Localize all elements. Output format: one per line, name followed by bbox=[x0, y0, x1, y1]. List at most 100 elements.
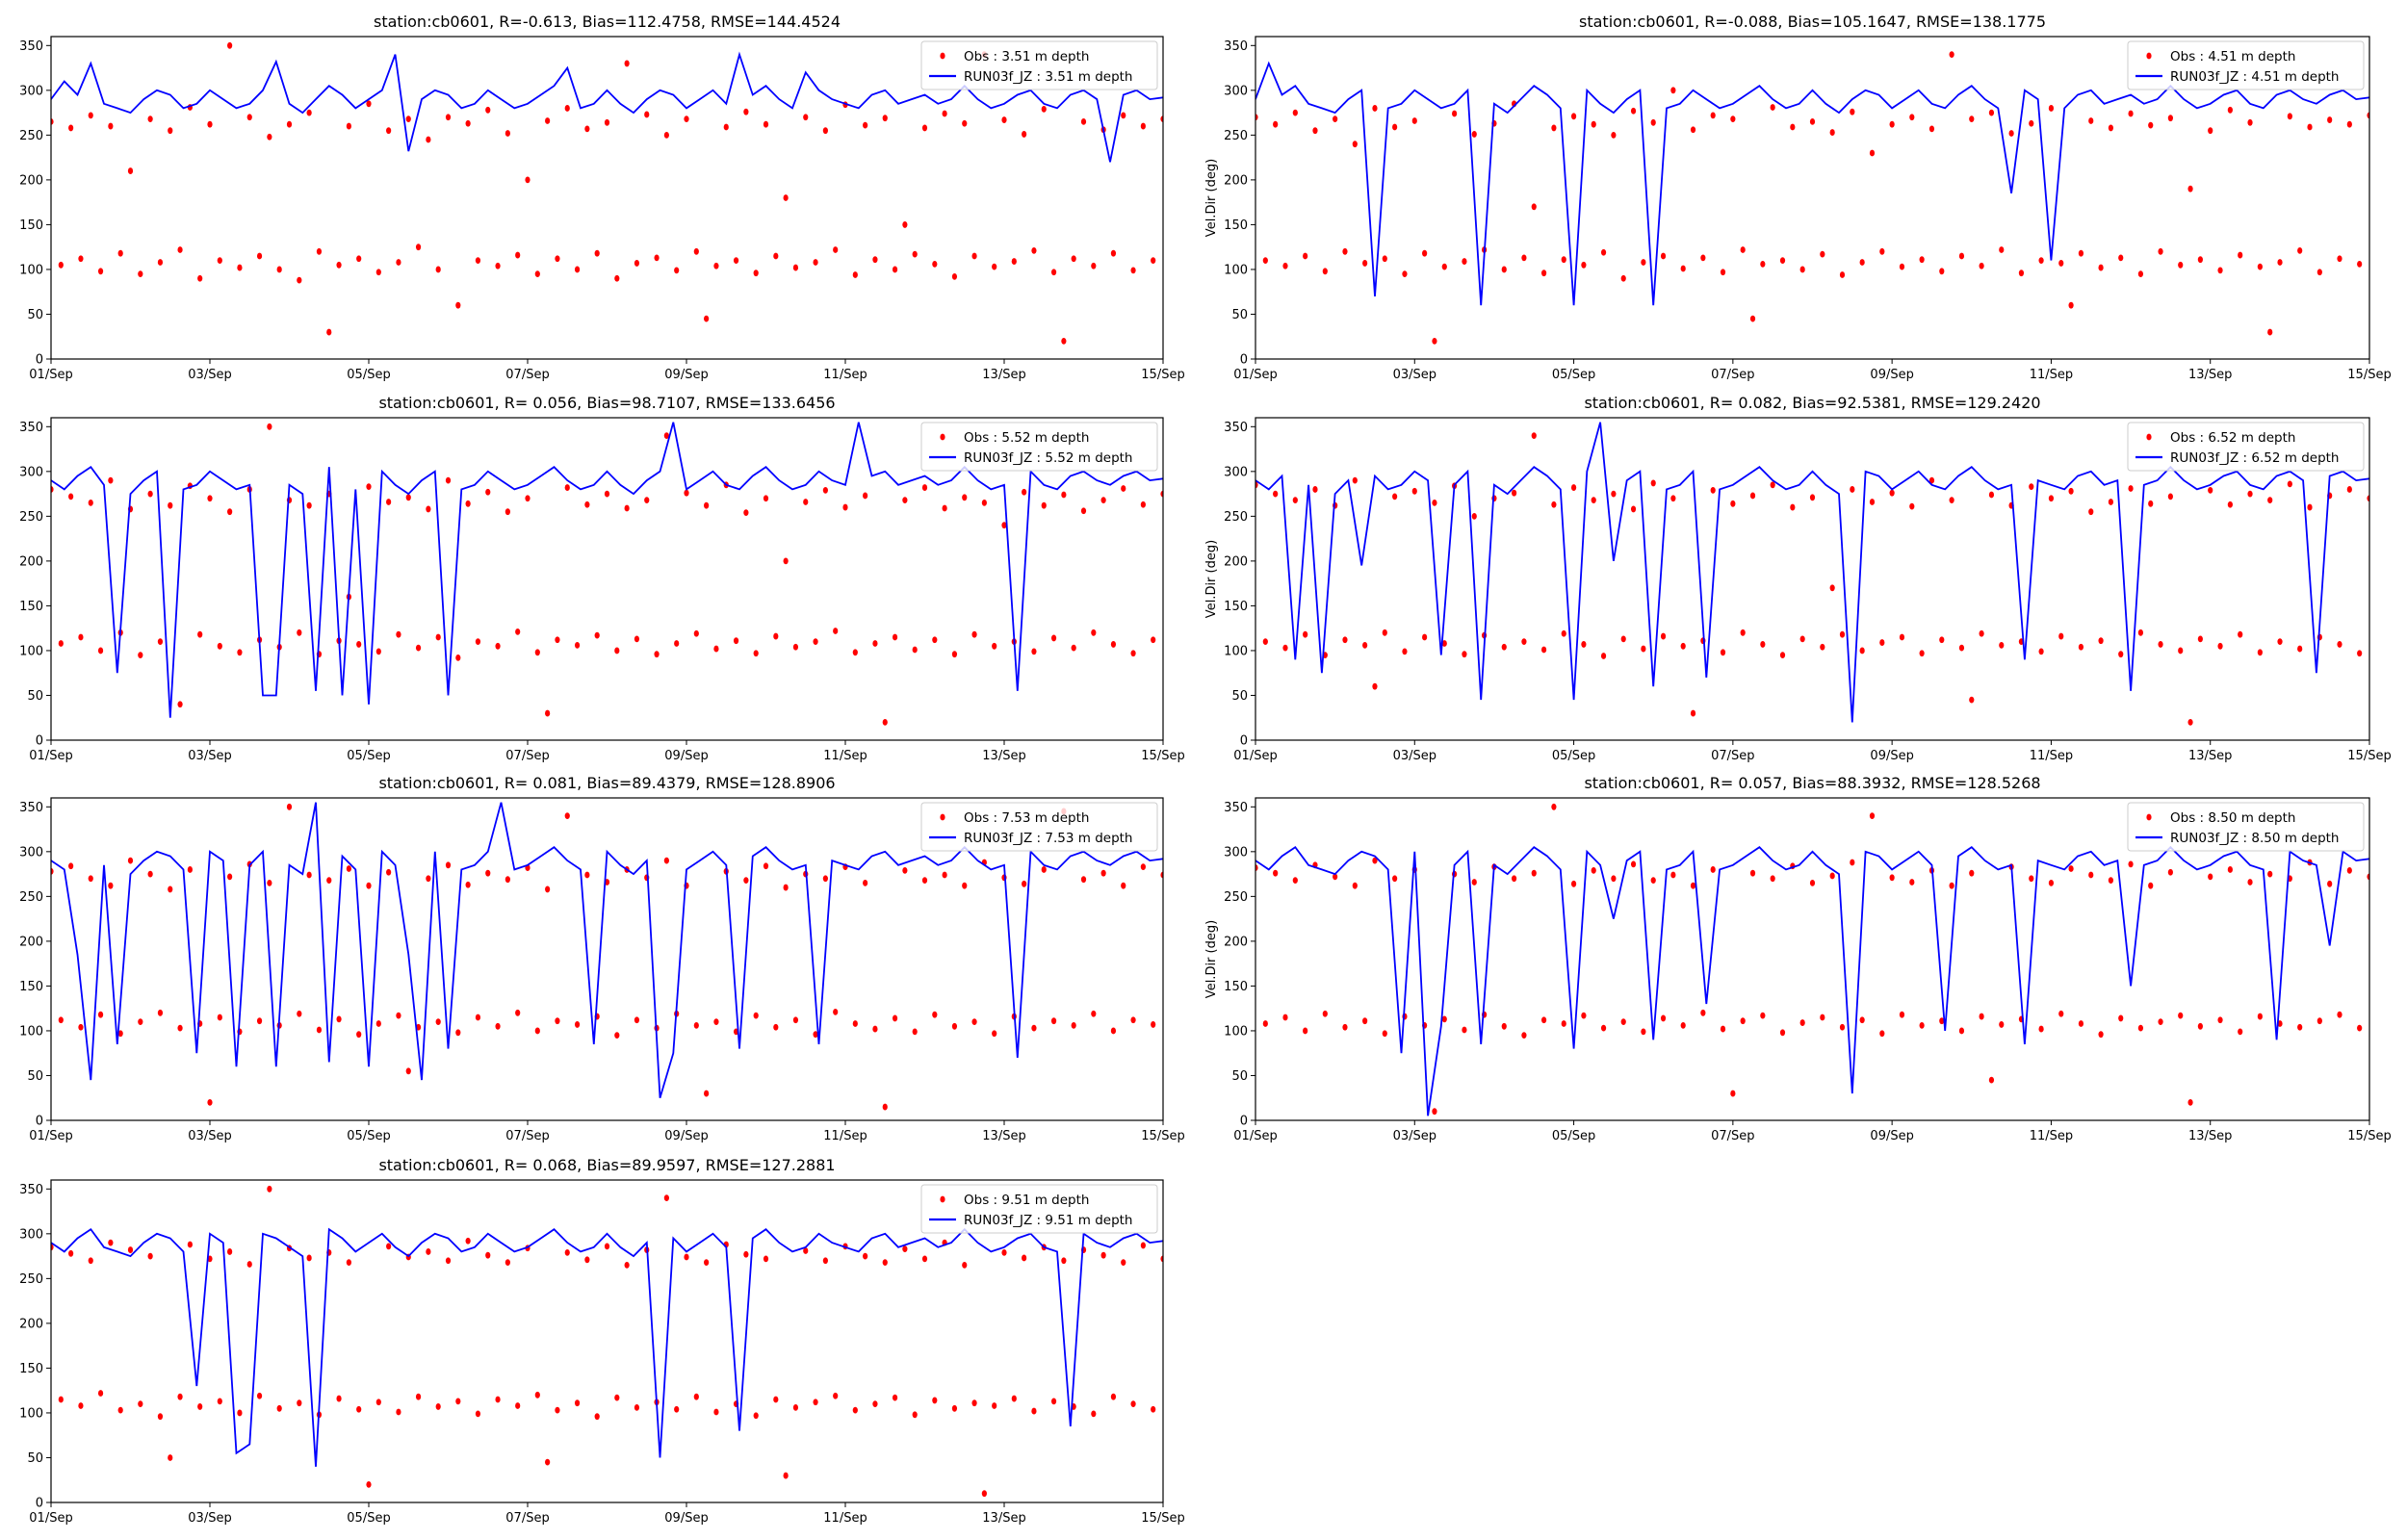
obs-point bbox=[1432, 500, 1437, 506]
y-tick-label: 300 bbox=[19, 845, 43, 860]
obs-point bbox=[1720, 1025, 1726, 1033]
x-tick-label: 15/Sep bbox=[2347, 368, 2391, 382]
obs-point bbox=[127, 1246, 134, 1253]
y-tick-label: 250 bbox=[19, 129, 43, 143]
obs-point bbox=[892, 1394, 898, 1401]
axes-frame bbox=[1255, 797, 2370, 1121]
x-tick-label: 15/Sep bbox=[1141, 1129, 1184, 1143]
obs-point bbox=[2197, 256, 2203, 264]
obs-point bbox=[1061, 491, 1067, 499]
obs-point bbox=[187, 866, 193, 873]
y-tick-label: 200 bbox=[1224, 173, 1248, 188]
obs-point bbox=[1521, 254, 1527, 262]
obs-point bbox=[177, 1024, 183, 1032]
y-tick-label: 50 bbox=[27, 689, 43, 704]
legend-obs-marker bbox=[2146, 52, 2152, 60]
obs-point bbox=[1031, 1024, 1037, 1032]
model-line bbox=[1255, 61, 2369, 306]
x-tick-label: 09/Sep bbox=[1870, 749, 1913, 763]
obs-point bbox=[396, 259, 401, 266]
obs-point bbox=[375, 648, 381, 655]
obs-point bbox=[1999, 1021, 2005, 1028]
obs-point bbox=[1312, 486, 1318, 493]
obs-point bbox=[1779, 652, 1786, 658]
obs-point bbox=[803, 1247, 809, 1254]
y-tick-label: 350 bbox=[1224, 421, 1248, 435]
legend-box bbox=[2127, 802, 2365, 852]
obs-point bbox=[763, 495, 769, 502]
obs-point bbox=[773, 252, 779, 260]
obs-point bbox=[465, 881, 471, 888]
obs-point bbox=[1730, 116, 1736, 123]
obs-point bbox=[564, 812, 570, 820]
obs-point bbox=[1850, 486, 1855, 493]
obs-point bbox=[1392, 875, 1398, 883]
obs-point bbox=[2078, 249, 2084, 257]
legend-obs-label: Obs : 4.51 m depth bbox=[2170, 49, 2295, 64]
obs-point bbox=[515, 629, 521, 635]
obs-point bbox=[2307, 503, 2313, 511]
x-tick-label: 05/Sep bbox=[347, 368, 390, 382]
obs-point bbox=[346, 865, 351, 872]
x-tick-label: 07/Sep bbox=[1711, 1129, 1754, 1143]
obs-point bbox=[813, 1399, 818, 1406]
obs-point bbox=[1080, 507, 1087, 515]
y-tick-label: 150 bbox=[1224, 600, 1248, 614]
obs-point bbox=[1630, 505, 1637, 513]
obs-point bbox=[1581, 641, 1587, 648]
obs-point bbox=[2137, 629, 2144, 636]
obs-point bbox=[1441, 1015, 1447, 1023]
x-tick-label: 11/Sep bbox=[823, 749, 867, 763]
obs-point bbox=[475, 257, 481, 265]
obs-point bbox=[962, 882, 968, 889]
obs-point bbox=[217, 642, 222, 650]
y-tick-label: 150 bbox=[19, 980, 43, 994]
obs-point bbox=[1411, 487, 1417, 495]
obs-point bbox=[813, 259, 818, 266]
obs-point bbox=[1080, 876, 1087, 884]
obs-point bbox=[51, 1244, 54, 1251]
obs-point bbox=[316, 1026, 323, 1034]
obs-point bbox=[326, 877, 332, 885]
obs-point bbox=[297, 1010, 302, 1017]
obs-point bbox=[435, 633, 441, 641]
obs-point bbox=[465, 500, 471, 507]
obs-point bbox=[962, 494, 968, 501]
legend: Obs : 6.52 m depth RUN03f_JZ : 6.52 m dep… bbox=[2127, 422, 2365, 472]
obs-point bbox=[485, 869, 491, 877]
obs-point bbox=[1303, 1027, 1308, 1035]
obs-point bbox=[1799, 635, 1805, 643]
obs-point bbox=[1700, 1009, 1706, 1016]
obs-point bbox=[1471, 879, 1477, 886]
obs-point bbox=[108, 476, 114, 484]
model-line bbox=[1255, 422, 2369, 723]
obs-point bbox=[2197, 1022, 2203, 1030]
obs-point bbox=[2297, 645, 2303, 653]
obs-point bbox=[783, 1472, 789, 1479]
obs-point bbox=[1255, 481, 1258, 489]
obs-point bbox=[942, 871, 947, 879]
obs-point bbox=[1899, 1011, 1905, 1018]
legend-obs-marker bbox=[2146, 813, 2152, 821]
obs-point bbox=[515, 251, 521, 259]
obs-point bbox=[1581, 261, 1587, 269]
obs-point bbox=[713, 1018, 719, 1026]
obs-point bbox=[1850, 108, 1855, 116]
obs-point bbox=[1110, 1027, 1117, 1035]
obs-point bbox=[1402, 648, 1408, 655]
y-tick-label: 350 bbox=[1224, 39, 1248, 54]
x-tick-label: 03/Sep bbox=[188, 1511, 231, 1526]
obs-point bbox=[485, 488, 491, 496]
obs-point bbox=[1859, 647, 1865, 654]
obs-point bbox=[684, 489, 689, 497]
obs-point bbox=[594, 631, 600, 639]
obs-point bbox=[1958, 644, 1965, 652]
obs-point bbox=[1382, 255, 1387, 263]
obs-point bbox=[1011, 1395, 1017, 1402]
obs-point bbox=[1999, 641, 2005, 649]
obs-point bbox=[981, 1490, 987, 1498]
obs-point bbox=[663, 131, 669, 139]
obs-point bbox=[117, 1030, 123, 1038]
obs-point bbox=[455, 654, 461, 661]
obs-point bbox=[1611, 875, 1617, 883]
